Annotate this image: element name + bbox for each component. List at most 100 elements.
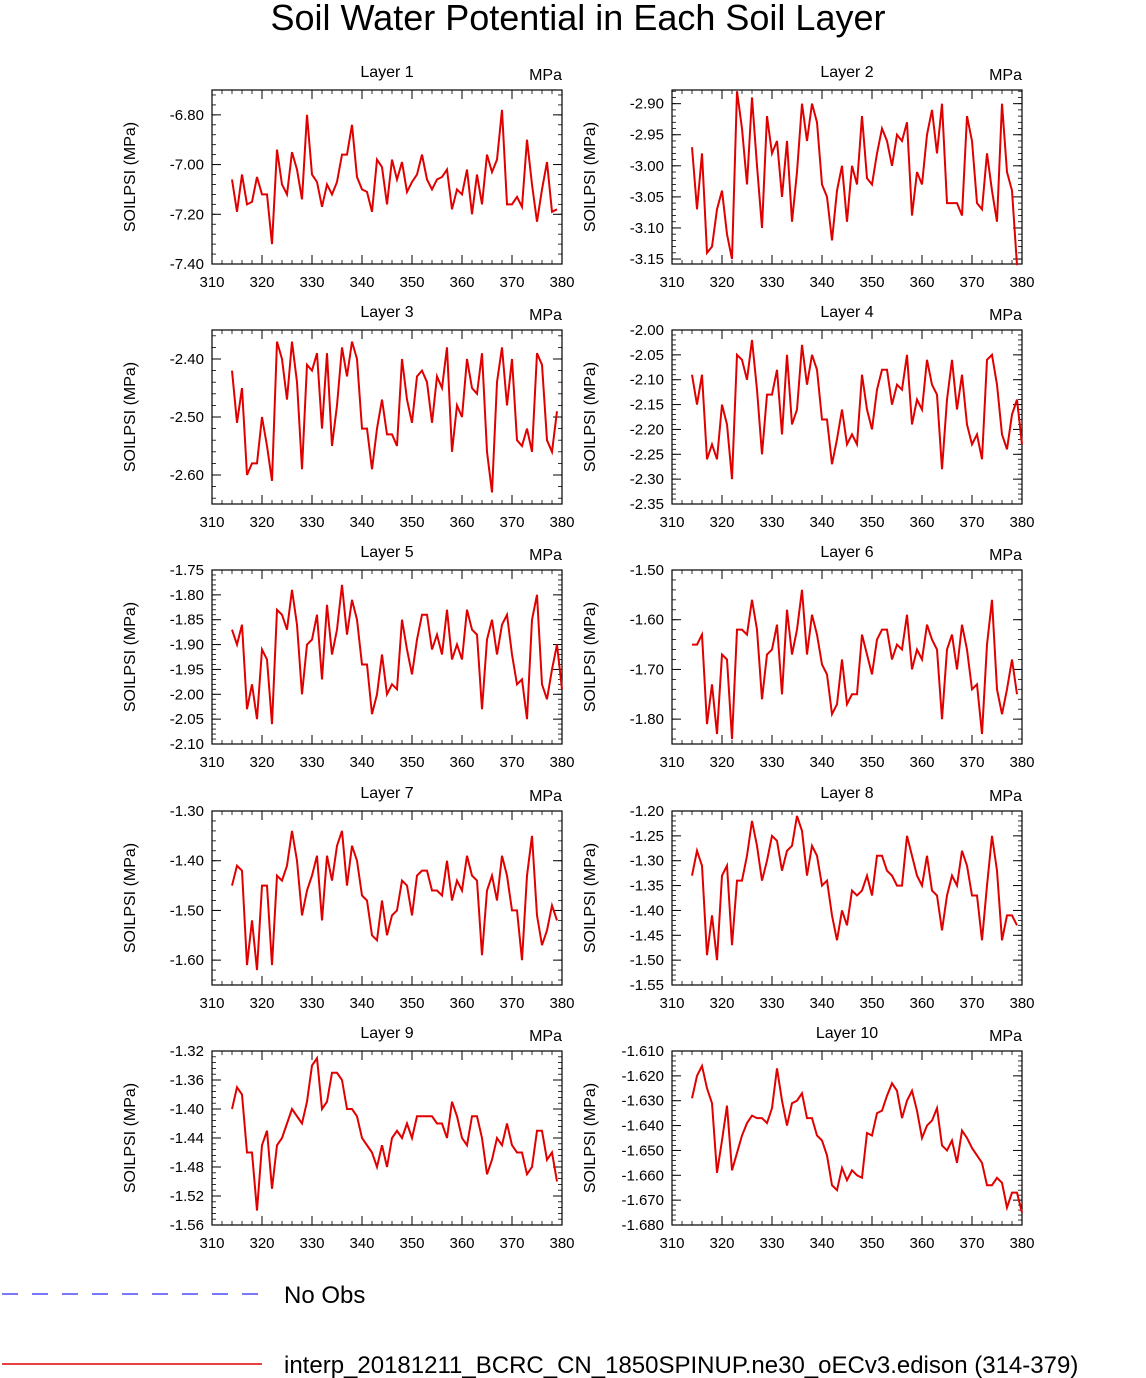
panel-layer-4: 310 320 330 340 350 360 370 380 -2.35 -2.30 -2.25 -… (582, 304, 1035, 531)
x-tick-label: 370 (959, 754, 984, 771)
plot-frame (671, 810, 1023, 986)
plot-frame (211, 89, 563, 265)
y-tick-label: -2.10 (170, 736, 204, 753)
panel-units: MPa (989, 547, 1022, 564)
series-line (231, 341, 558, 493)
x-tick-label: 340 (809, 1235, 834, 1252)
x-tick-label: 370 (959, 514, 984, 531)
x-tick-label: 380 (1009, 1235, 1034, 1252)
y-tick-label: -2.90 (630, 96, 664, 113)
plot-frame (671, 329, 1023, 505)
y-tick-label: -2.05 (170, 711, 204, 728)
y-tick-label: -1.35 (630, 878, 664, 895)
panel-units: MPa (989, 1028, 1022, 1045)
y-tick-label: -2.30 (630, 471, 664, 488)
x-tick-label: 320 (249, 274, 274, 291)
x-tick-label: 340 (809, 514, 834, 531)
x-tick-label: 340 (349, 274, 374, 291)
y-tick-label: -6.80 (170, 107, 204, 124)
y-tick-label: -1.620 (621, 1068, 664, 1085)
x-tick-label: 350 (399, 274, 424, 291)
y-tick-label: -7.00 (170, 157, 204, 174)
x-tick-label: 310 (199, 995, 224, 1012)
x-tick-label: 360 (449, 995, 474, 1012)
y-axis-label: SOILPSI (MPa) (122, 843, 139, 953)
series-line (691, 815, 1018, 961)
x-tick-label: 330 (299, 274, 324, 291)
x-tick-label: 380 (1009, 754, 1034, 771)
y-axis-label: SOILPSI (MPa) (582, 1083, 599, 1193)
plot-frame (671, 569, 1023, 745)
x-tick-label: 350 (859, 1235, 884, 1252)
y-tick-label: -1.44 (170, 1130, 204, 1147)
x-tick-label: 350 (859, 514, 884, 531)
legend: No Obs interp_20181211_BCRC_CN_1850SPINU… (2, 1282, 1078, 1378)
y-tick-label: -1.40 (630, 902, 664, 919)
series-line (231, 1055, 558, 1211)
y-tick-label: -1.30 (630, 853, 664, 870)
x-tick-label: 370 (499, 514, 524, 531)
y-axis-label: SOILPSI (MPa) (582, 602, 599, 712)
panel-units: MPa (529, 788, 562, 805)
x-tick-label: 330 (759, 274, 784, 291)
x-tick-label: 350 (399, 754, 424, 771)
y-tick-label: -1.90 (170, 637, 204, 654)
x-tick-label: 340 (809, 274, 834, 291)
y-tick-label: -1.80 (630, 711, 664, 728)
y-tick-label: -2.25 (630, 446, 664, 463)
x-tick-label: 320 (249, 995, 274, 1012)
y-tick-label: -1.70 (630, 661, 664, 678)
x-tick-label: 360 (909, 1235, 934, 1252)
y-axis-label: SOILPSI (MPa) (122, 602, 139, 712)
panel-units: MPa (989, 307, 1022, 324)
series-line (231, 830, 558, 971)
y-tick-label: -1.32 (170, 1043, 204, 1060)
y-tick-label: -1.80 (170, 587, 204, 604)
y-tick-label: -2.15 (630, 397, 664, 414)
y-tick-label: -1.25 (630, 828, 664, 845)
y-tick-label: -2.60 (170, 467, 204, 484)
x-tick-label: 380 (1009, 274, 1034, 291)
panel-title: Layer 10 (816, 1025, 878, 1042)
x-tick-label: 340 (349, 754, 374, 771)
y-tick-label: -3.15 (630, 251, 664, 268)
y-axis-label: SOILPSI (MPa) (582, 122, 599, 232)
x-tick-label: 320 (249, 1235, 274, 1252)
x-tick-label: 350 (859, 995, 884, 1012)
x-tick-label: 340 (349, 995, 374, 1012)
panel-units: MPa (529, 547, 562, 564)
y-tick-label: -2.40 (170, 351, 204, 368)
panel-layer-7: 310 320 330 340 350 360 370 380 -1.60 -1.50 -1.40 -… (122, 785, 575, 1012)
y-tick-label: -1.40 (170, 1101, 204, 1118)
x-tick-label: 370 (499, 274, 524, 291)
plot-frame (211, 569, 563, 745)
y-tick-label: -1.670 (621, 1192, 664, 1209)
x-tick-label: 350 (859, 754, 884, 771)
x-tick-label: 380 (549, 274, 574, 291)
y-tick-label: -7.20 (170, 206, 204, 223)
panel-units: MPa (529, 307, 562, 324)
x-tick-label: 370 (959, 995, 984, 1012)
x-tick-label: 330 (299, 995, 324, 1012)
y-tick-label: -2.50 (170, 409, 204, 426)
x-tick-label: 320 (709, 754, 734, 771)
x-tick-label: 370 (499, 995, 524, 1012)
x-tick-label: 350 (399, 995, 424, 1012)
plot-frame (671, 1050, 1023, 1226)
x-tick-label: 360 (449, 274, 474, 291)
y-tick-label: -1.60 (170, 952, 204, 969)
x-tick-label: 360 (909, 995, 934, 1012)
series-line (692, 589, 1018, 740)
x-tick-label: 360 (449, 754, 474, 771)
x-tick-label: 370 (959, 274, 984, 291)
y-tick-label: -1.60 (630, 612, 664, 629)
series-line (691, 1062, 1023, 1213)
panel-title: Layer 7 (360, 785, 413, 802)
panel-layer-3: 310 320 330 340 350 360 370 380 -2.60 -2.50 -2.40 L… (122, 304, 575, 531)
x-tick-label: 340 (809, 995, 834, 1012)
y-tick-label: -2.95 (630, 127, 664, 144)
series-line (231, 584, 563, 725)
x-tick-label: 330 (299, 514, 324, 531)
x-tick-label: 340 (349, 514, 374, 531)
panel-title: Layer 3 (360, 304, 413, 321)
